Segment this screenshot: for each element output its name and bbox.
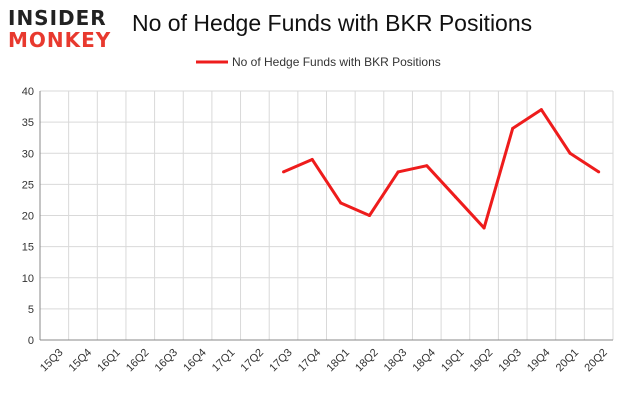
data-point xyxy=(339,201,343,205)
x-tick-label: 17Q3 xyxy=(267,347,295,375)
insider-monkey-logo: INSIDER MONKEY xyxy=(8,6,120,54)
x-tick-label: 20Q1 xyxy=(554,347,582,375)
x-tick-label: 19Q1 xyxy=(439,347,467,375)
chart-title: No of Hedge Funds with BKR Positions xyxy=(132,10,533,36)
series xyxy=(282,108,601,230)
x-tick-label: 18Q2 xyxy=(353,347,381,375)
data-point xyxy=(396,170,400,174)
y-tick-label: 5 xyxy=(28,304,34,316)
axes: 0 5 10 15 20 25 30 35 40 15Q3 15Q4 16Q1 16Q2 16Q3 16Q4… xyxy=(22,86,613,374)
logo-line-2: MONKEY xyxy=(8,28,112,52)
x-tick-label: 19Q2 xyxy=(468,347,496,375)
x-tick-label: 17Q2 xyxy=(239,347,267,375)
x-tick-label: 16Q3 xyxy=(153,347,181,375)
x-tick-label: 18Q3 xyxy=(382,347,410,375)
x-tick-label: 16Q1 xyxy=(95,347,123,375)
x-tick-label: 15Q3 xyxy=(38,347,66,375)
data-point xyxy=(453,195,457,199)
data-point xyxy=(511,126,515,130)
x-tick-label: 17Q4 xyxy=(296,347,324,375)
data-point xyxy=(425,164,429,168)
data-point xyxy=(482,226,486,230)
y-tick-label: 25 xyxy=(22,179,34,191)
x-tick-label: 20Q2 xyxy=(582,347,610,375)
data-point xyxy=(310,157,314,161)
x-tick-label: 15Q4 xyxy=(67,347,95,375)
grid xyxy=(39,90,614,341)
y-tick-label: 20 xyxy=(22,211,34,223)
y-tick-label: 40 xyxy=(22,86,34,98)
logo-line-1: INSIDER xyxy=(8,6,107,30)
x-tick-label: 16Q2 xyxy=(124,347,152,375)
y-tick-label: 10 xyxy=(22,273,34,285)
x-tick-label: 18Q4 xyxy=(410,347,438,375)
x-tick-label: 17Q1 xyxy=(210,347,238,375)
y-tick-label: 0 xyxy=(28,335,34,347)
data-point xyxy=(282,170,286,174)
data-point xyxy=(367,214,371,217)
legend-label: No of Hedge Funds with BKR Positions xyxy=(232,55,441,69)
chart-legend: No of Hedge Funds with BKR Positions xyxy=(196,55,441,69)
series-line xyxy=(282,108,600,230)
y-tick-label: 15 xyxy=(22,242,34,254)
y-tick-label: 35 xyxy=(22,117,34,129)
x-tick-label: 19Q4 xyxy=(525,347,553,375)
data-point xyxy=(568,151,572,155)
x-tick-label: 19Q3 xyxy=(496,347,524,375)
x-tick-label: 18Q1 xyxy=(325,347,353,375)
x-tick-label: 16Q4 xyxy=(181,347,209,375)
y-tick-label: 30 xyxy=(22,148,34,160)
data-point xyxy=(597,170,601,174)
data-point xyxy=(539,108,543,112)
